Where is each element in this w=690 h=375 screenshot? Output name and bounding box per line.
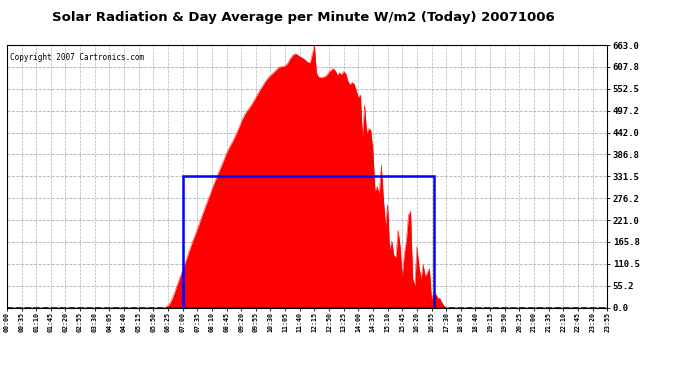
Text: Solar Radiation & Day Average per Minute W/m2 (Today) 20071006: Solar Radiation & Day Average per Minute…: [52, 11, 555, 24]
Bar: [183, 176, 433, 308]
Text: Copyright 2007 Cartronics.com: Copyright 2007 Cartronics.com: [10, 53, 144, 62]
